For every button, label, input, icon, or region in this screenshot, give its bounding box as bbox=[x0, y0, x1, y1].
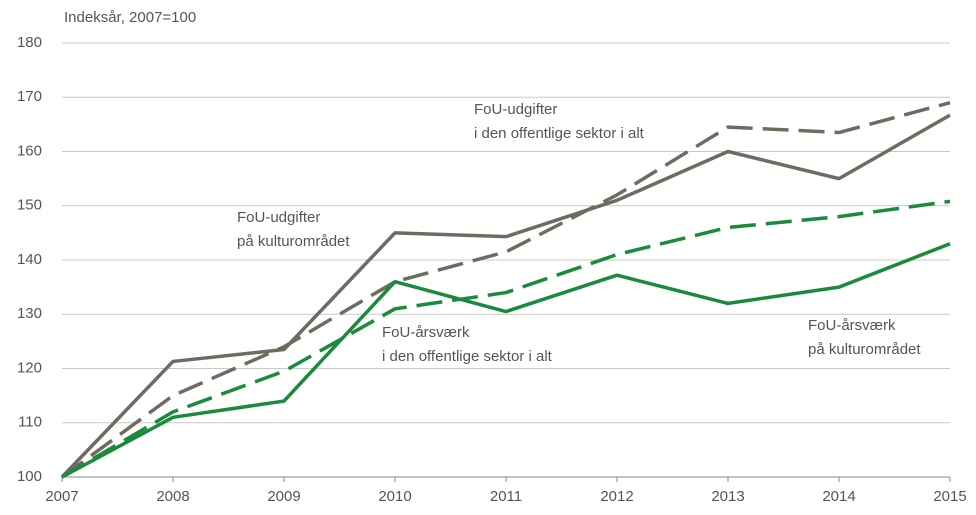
y-tick-label: 120 bbox=[17, 359, 42, 376]
series-line bbox=[61, 242, 951, 479]
annotation: FoU-årsværk bbox=[382, 324, 470, 341]
y-tick-label: 170 bbox=[17, 88, 42, 105]
y-tick-label: 180 bbox=[17, 34, 42, 51]
x-tick-label: 2009 bbox=[267, 488, 300, 505]
annotation: FoU-årsværk bbox=[808, 317, 896, 334]
y-tick-label: 110 bbox=[18, 414, 42, 431]
annotation: på kulturområdet bbox=[237, 233, 350, 250]
series-line bbox=[60, 100, 951, 479]
y-tick-label: 150 bbox=[17, 197, 42, 214]
x-tick-label: 2011 bbox=[490, 488, 522, 505]
annotation: i den offentlige sektor i alt bbox=[474, 125, 645, 142]
axis-label: Indeksår, 2007=100 bbox=[64, 9, 196, 26]
x-tick-label: 2007 bbox=[45, 488, 78, 505]
y-tick-label: 130 bbox=[17, 305, 42, 322]
x-tick-label: 2015 bbox=[933, 488, 966, 505]
x-tick-label: 2012 bbox=[600, 488, 633, 505]
series-line bbox=[61, 199, 951, 479]
x-tick-label: 2014 bbox=[822, 488, 855, 505]
annotation: FoU-udgifter bbox=[237, 209, 320, 226]
annotation: FoU-udgifter bbox=[474, 101, 557, 118]
annotation: på kulturområdet bbox=[808, 341, 921, 358]
series-line bbox=[60, 113, 951, 479]
y-tick-label: 100 bbox=[17, 468, 42, 485]
x-tick-label: 2013 bbox=[711, 488, 744, 505]
x-tick-label: 2008 bbox=[156, 488, 189, 505]
y-tick-label: 140 bbox=[17, 251, 42, 268]
annotation: i den offentlige sektor i alt bbox=[382, 348, 553, 365]
y-tick-label: 160 bbox=[17, 142, 42, 159]
x-tick-label: 2010 bbox=[378, 488, 411, 505]
